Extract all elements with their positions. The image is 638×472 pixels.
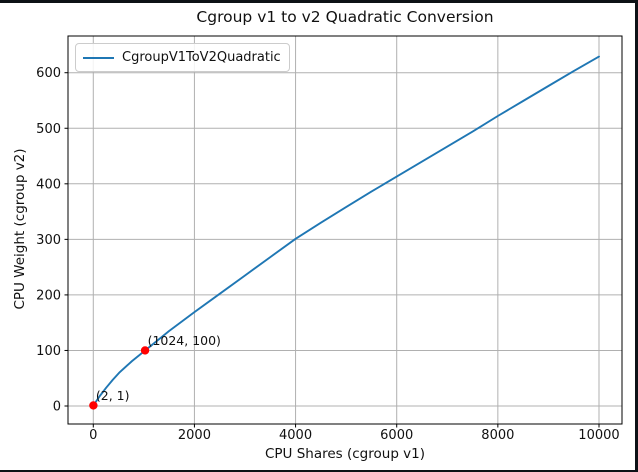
x-tick-label: 10000 — [578, 428, 619, 443]
y-tick-label: 200 — [36, 288, 61, 303]
x-tick-label: 4000 — [279, 428, 312, 443]
data-point-marker — [89, 401, 98, 410]
point-annotation: (1024, 100) — [148, 333, 221, 348]
y-tick-label: 400 — [36, 177, 61, 192]
series-line — [92, 55, 600, 407]
x-tick-label: 0 — [89, 428, 97, 443]
x-tick-label: 2000 — [178, 428, 211, 443]
legend-box: CgroupV1ToV2Quadratic — [75, 43, 290, 72]
point-annotation: (2, 1) — [96, 388, 130, 403]
x-tick-label: 8000 — [481, 428, 514, 443]
y-tick-label: 100 — [36, 344, 61, 359]
y-tick-label: 0 — [53, 400, 61, 415]
x-axis-label: CPU Shares (cgroup v1) — [264, 446, 426, 462]
x-tick-label: 6000 — [380, 428, 413, 443]
y-tick-label: 300 — [36, 233, 61, 248]
y-tick-label: 500 — [36, 122, 61, 137]
legend-entry-label: CgroupV1ToV2Quadratic — [122, 50, 281, 65]
y-axis-label: CPU Weight (cgroup v2) — [12, 148, 28, 310]
data-point-marker — [140, 346, 150, 355]
chart-title: Cgroup v1 to v2 Quadratic Conversion — [196, 8, 494, 26]
legend-line-sample-icon — [83, 56, 114, 59]
y-tick-label: 600 — [36, 66, 61, 81]
axes-spines — [67, 35, 623, 425]
